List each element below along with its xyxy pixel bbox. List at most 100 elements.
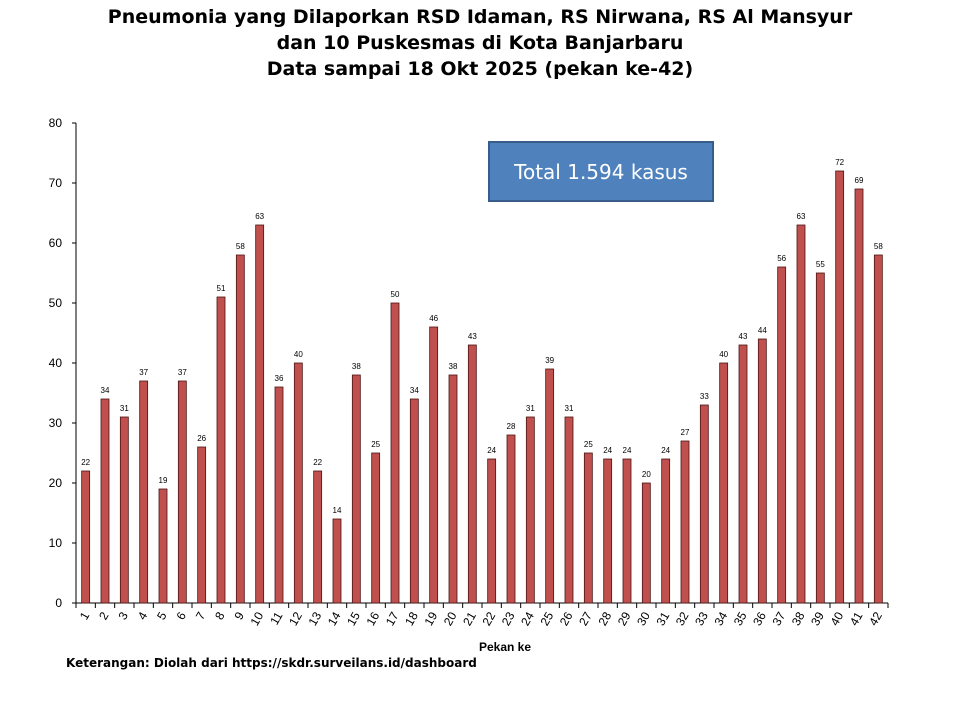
bar-42 [873, 254, 883, 604]
bar-17 [390, 302, 400, 604]
bar-32 [680, 440, 690, 604]
data-label-2: 34 [101, 386, 110, 395]
bar-1 [81, 470, 91, 604]
x-tick-label-23: 23 [499, 609, 518, 628]
data-label-22: 24 [487, 446, 496, 455]
bar-18 [409, 398, 419, 604]
x-tick-label-33: 33 [692, 609, 711, 628]
bar-34 [719, 362, 729, 604]
bar-11 [274, 386, 284, 604]
data-label-8: 51 [217, 284, 226, 293]
bar-31 [661, 458, 671, 604]
bar-38 [796, 224, 806, 604]
x-tick-label-9: 9 [231, 609, 247, 622]
bar-15 [351, 374, 361, 604]
data-label-16: 25 [371, 440, 380, 449]
bar-33 [699, 404, 709, 604]
x-tick-label-18: 18 [402, 609, 421, 628]
bar-27 [583, 452, 593, 604]
data-label-37: 56 [777, 254, 786, 263]
bar-3 [119, 416, 129, 604]
data-label-42: 58 [874, 242, 883, 251]
x-tick-label-41: 41 [847, 609, 866, 628]
y-tick-label-2: 20 [49, 476, 63, 490]
data-label-11: 36 [275, 374, 284, 383]
bar-2 [100, 398, 110, 604]
bar-28 [603, 458, 613, 604]
title-line-2: dan 10 Puskesmas di Kota Banjarbaru [276, 32, 684, 54]
bar-41 [854, 188, 864, 604]
data-label-13: 22 [313, 458, 322, 467]
data-label-6: 37 [178, 368, 187, 377]
bar-19 [429, 326, 439, 604]
x-tick-label-22: 22 [479, 609, 498, 628]
y-tick-label-0: 0 [55, 596, 62, 610]
data-label-41: 69 [855, 176, 864, 185]
bar-35 [738, 344, 748, 604]
x-tick-label-7: 7 [193, 609, 209, 622]
x-tick-label-31: 31 [653, 609, 672, 628]
x-tick-label-42: 42 [866, 609, 885, 628]
bar-5 [158, 488, 168, 604]
data-label-15: 38 [352, 362, 361, 371]
bar-7 [197, 446, 207, 604]
data-label-27: 25 [584, 440, 593, 449]
bar-14 [332, 518, 342, 604]
data-label-24: 31 [526, 404, 535, 413]
x-tick-label-16: 16 [363, 609, 382, 628]
data-label-1: 22 [81, 458, 90, 467]
data-label-40: 72 [835, 158, 844, 167]
x-tick-label-14: 14 [325, 609, 344, 628]
y-tick-label-1: 10 [49, 536, 63, 550]
x-tick-label-40: 40 [827, 609, 846, 628]
x-tick-label-27: 27 [576, 609, 595, 628]
bar-24 [525, 416, 535, 604]
data-label-23: 28 [507, 422, 516, 431]
data-label-29: 24 [623, 446, 632, 455]
data-label-18: 34 [410, 386, 419, 395]
x-tick-label-36: 36 [750, 609, 769, 628]
chart-title: Pneumonia yang Dilaporkan RSD Idaman, RS… [0, 4, 960, 82]
data-label-21: 43 [468, 332, 477, 341]
y-tick-label-5: 50 [49, 296, 63, 310]
total-cases-label: Total 1.594 kasus [514, 159, 688, 184]
x-tick-label-5: 5 [154, 609, 170, 622]
y-tick-label-6: 60 [49, 236, 63, 250]
bar-4 [139, 380, 149, 604]
bar-12 [293, 362, 303, 604]
y-tick-label-7: 70 [49, 176, 63, 190]
bar-22 [487, 458, 497, 604]
bar-9 [235, 254, 245, 604]
data-label-3: 31 [120, 404, 129, 413]
data-label-39: 55 [816, 260, 825, 269]
x-tick-label-12: 12 [286, 609, 305, 628]
x-tick-label-26: 26 [557, 609, 576, 628]
bar-25 [545, 368, 555, 604]
bar-10 [255, 224, 265, 604]
title-line-1: Pneumonia yang Dilaporkan RSD Idaman, RS… [107, 6, 853, 28]
x-tick-label-3: 3 [115, 609, 131, 622]
bar-8 [216, 296, 226, 604]
data-label-34: 40 [719, 350, 728, 359]
bar-23 [506, 434, 516, 604]
data-label-5: 19 [159, 476, 168, 485]
x-axis-label: Pekan ke [478, 640, 532, 654]
x-tick-label-6: 6 [173, 609, 189, 622]
data-label-30: 20 [642, 470, 651, 479]
data-label-31: 24 [661, 446, 670, 455]
data-label-17: 50 [391, 290, 400, 299]
x-tick-label-11: 11 [267, 609, 286, 627]
data-label-20: 38 [449, 362, 458, 371]
data-label-9: 58 [236, 242, 245, 251]
bar-29 [622, 458, 632, 604]
x-tick-label-1: 1 [77, 609, 93, 622]
x-tick-label-29: 29 [615, 609, 634, 628]
data-label-14: 14 [333, 506, 342, 515]
bar-37 [777, 266, 787, 604]
data-label-28: 24 [603, 446, 612, 455]
title-line-3: Data sampai 18 Okt 2025 (pekan ke-42) [266, 58, 694, 80]
data-label-12: 40 [294, 350, 303, 359]
y-tick-label-3: 30 [49, 416, 63, 430]
x-tick-label-20: 20 [441, 609, 460, 628]
